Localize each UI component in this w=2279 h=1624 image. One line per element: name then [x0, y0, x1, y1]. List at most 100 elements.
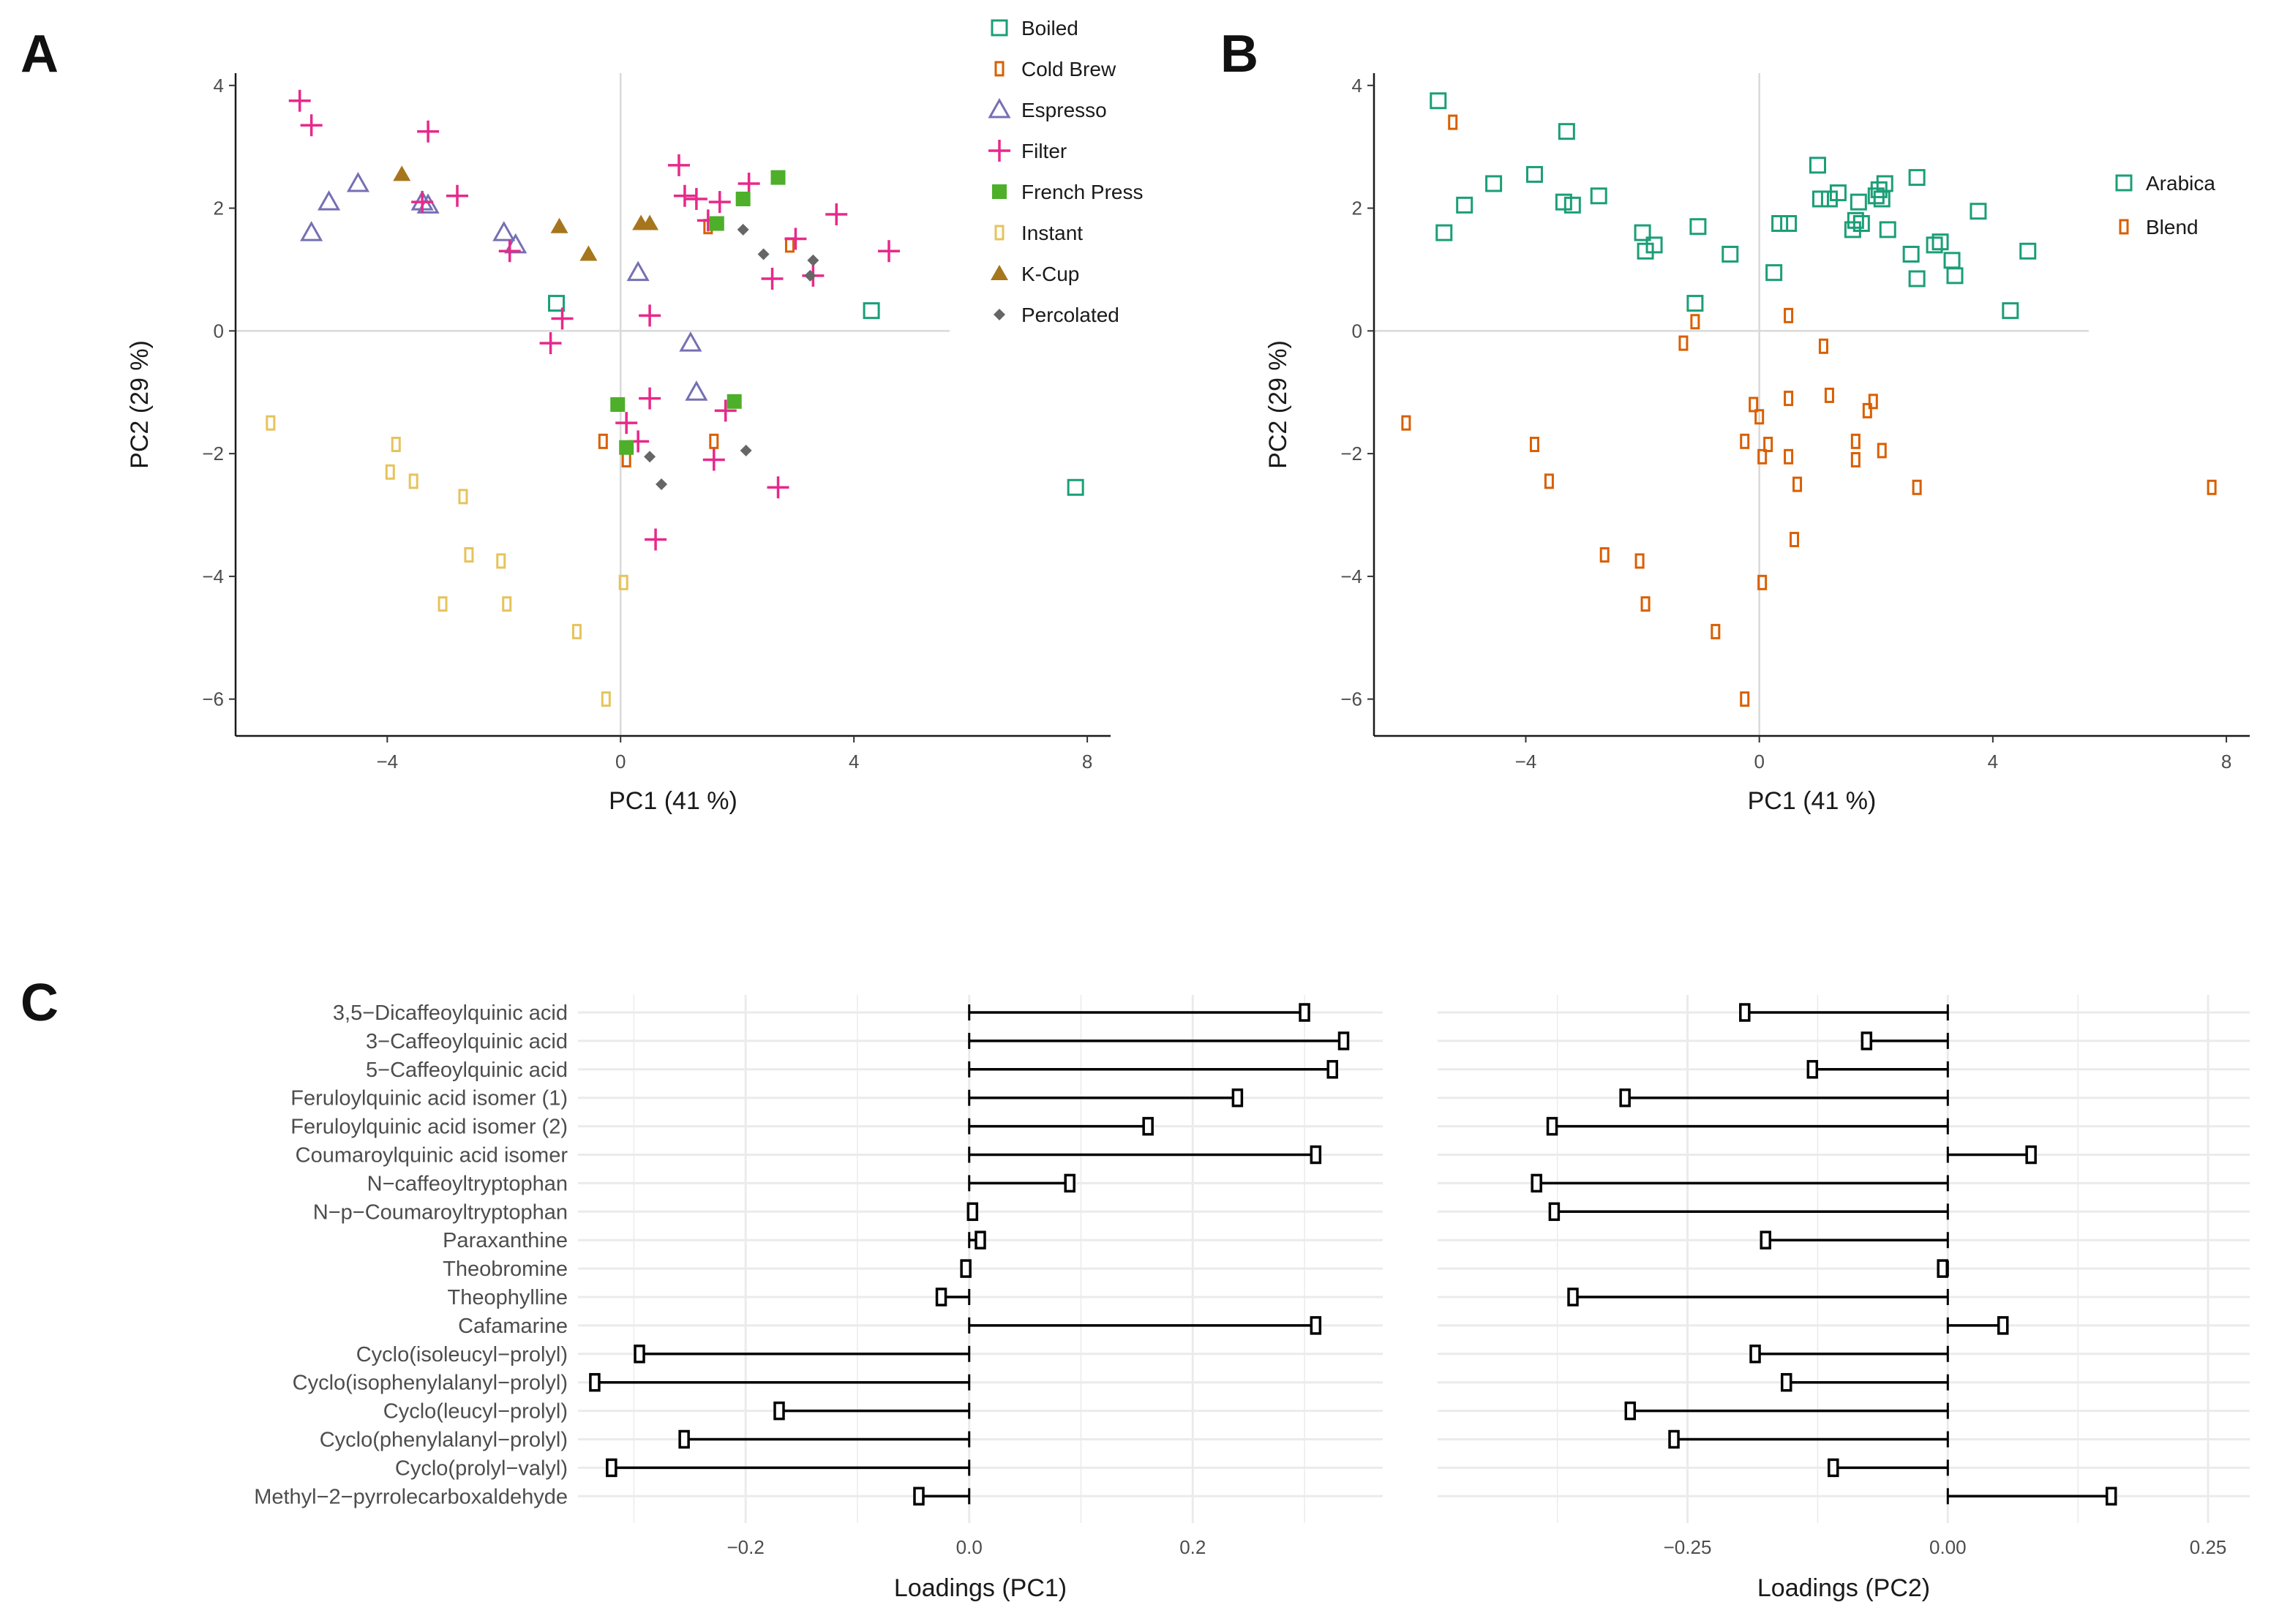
legend-a-label-k-cup: K-Cup [1021, 263, 1079, 285]
b-y-tick-label: 0 [1352, 320, 1362, 342]
b-point-arabica [1811, 190, 1829, 208]
legend-b-key-blend [2119, 219, 2129, 235]
c1-bar-cap [634, 1345, 645, 1364]
b-point-arabica [1847, 211, 1864, 229]
a-point-filter [498, 240, 521, 263]
b-point-blend [1792, 476, 1803, 492]
a-point-filter [446, 184, 468, 207]
b-point-blend [1818, 338, 1828, 354]
a-point-k-cup [579, 245, 598, 261]
a-point-percolated [740, 444, 752, 456]
b-point-arabica [1943, 252, 1961, 269]
a-point-boiled [548, 295, 566, 312]
b-point-arabica [1879, 221, 1896, 238]
c1-bar-cap [913, 1486, 925, 1506]
b-point-arabica [1689, 218, 1707, 236]
legend-b: Arabica Blend [2115, 172, 2215, 238]
a-point-percolated [656, 478, 668, 491]
legend-a-key-k-cup [991, 265, 1008, 280]
b-point-blend [1790, 532, 1800, 548]
c1-bar-cap [966, 1202, 979, 1222]
a-y-tick-label: 2 [214, 198, 224, 219]
c1-bar-cap [935, 1287, 947, 1307]
c2-bar-cap [1548, 1202, 1561, 1222]
b-point-arabica [1435, 224, 1453, 241]
c1-bar-cap [1310, 1145, 1322, 1165]
c1-bar-cap [1064, 1173, 1075, 1193]
b-point-arabica [1525, 165, 1543, 183]
compound-label-methyl-2-pyrrolecarboxaldehyde: Methyl−2−pyrrolecarboxaldehyde [254, 1485, 568, 1508]
c2-bar-cap [1760, 1230, 1772, 1249]
b-point-blend [1757, 448, 1768, 465]
legend-a-label-instant: Instant [1021, 222, 1083, 244]
b-point-arabica [1590, 187, 1607, 205]
a-point-espresso [685, 380, 708, 401]
compound-label-cyclo-prolyl-valyl: Cyclo(prolyl−valyl) [395, 1456, 568, 1480]
b-point-arabica [1555, 193, 1572, 211]
c1-bar-cap [589, 1372, 601, 1392]
b-point-arabica [1908, 270, 1926, 287]
compound-label-feruloylquinic-acid-isomer-2: Feruloylquinic acid isomer (2) [290, 1116, 568, 1139]
a-point-filter [714, 399, 737, 422]
c1-bar-cap [960, 1259, 972, 1278]
b-point-blend [1850, 433, 1861, 449]
c2-bar-cap [1828, 1458, 1839, 1478]
a-point-cold-brew [598, 433, 608, 449]
a-point-french-press [709, 216, 724, 231]
a-point-instant [266, 415, 276, 431]
compound-label-n-caffeoyltryptophan: N−caffeoyltryptophan [367, 1172, 568, 1195]
a-point-k-cup [641, 214, 659, 230]
c1-bar-cap [1231, 1088, 1244, 1108]
a-point-filter [685, 187, 707, 210]
a-point-instant [408, 473, 418, 489]
c1-bar-cap [1337, 1031, 1350, 1050]
a-point-espresso [492, 221, 516, 241]
b-y-tick-label: −4 [1340, 565, 1362, 587]
a-y-tick-label: 4 [214, 75, 224, 97]
c2-bar-cap [1546, 1116, 1558, 1136]
a-point-espresso [300, 221, 323, 241]
legend-a-label-cold-brew: Cold Brew [1021, 58, 1116, 80]
a-point-instant [464, 547, 474, 563]
a-point-cold-brew [621, 452, 631, 467]
c2-bar-cap [1780, 1372, 1792, 1392]
c1-x-axis-title: Loadings (PC1) [894, 1574, 1067, 1602]
b-point-blend [1749, 396, 1759, 413]
a-point-instant [618, 574, 628, 590]
scatter-chart-a: −4 0 4 8 −6 −4 −2 0 2 4 PC1 (41 %) PC2 (29 %) [126, 73, 1111, 815]
b-x-tick-label: 4 [1988, 751, 1998, 772]
b-point-arabica [1931, 233, 1949, 251]
a-point-percolated [804, 269, 816, 282]
a-x-tick-label: 0 [615, 751, 626, 772]
b-point-arabica [1637, 242, 1654, 260]
a-point-espresso [318, 190, 341, 211]
compound-label-theophylline: Theophylline [448, 1286, 568, 1309]
b-point-arabica [1456, 196, 1473, 214]
b-point-blend [1640, 596, 1651, 612]
a-point-filter [639, 387, 661, 410]
b-point-blend [1401, 415, 1411, 431]
a-point-filter [645, 528, 667, 551]
b-point-arabica [1820, 190, 1838, 208]
c2-bar-cap [1749, 1345, 1761, 1364]
b-point-arabica [1844, 221, 1861, 238]
c1-x-tick-label: 0.0 [956, 1536, 983, 1558]
b-point-blend [1448, 114, 1458, 130]
a-point-cold-brew [709, 433, 719, 449]
c2-bar-cap [1937, 1259, 1948, 1278]
a-point-filter [737, 173, 760, 195]
b-point-arabica [1870, 181, 1888, 198]
b-point-arabica [1867, 187, 1885, 205]
a-x-tick-label: 8 [1082, 751, 1092, 772]
c1-x-tick-label: −0.2 [727, 1536, 765, 1558]
compound-label-theobromine: Theobromine [443, 1258, 568, 1281]
a-point-percolated [757, 248, 770, 260]
b-point-blend [1599, 547, 1610, 563]
panel-label-c: C [20, 974, 59, 1032]
legend-a-label-filter: Filter [1021, 140, 1067, 162]
compound-label-3-5-dicaffeoylquinic-acid: 3,5−Dicaffeoylquinic acid [333, 1001, 568, 1025]
legend-a-key-french-press [992, 184, 1007, 199]
compound-labels: 3,5−Dicaffeoylquinic acid 3−Caffeoylquini… [254, 1001, 568, 1508]
b-point-blend [1754, 409, 1765, 425]
b-x-tick-label: 0 [1754, 751, 1764, 772]
